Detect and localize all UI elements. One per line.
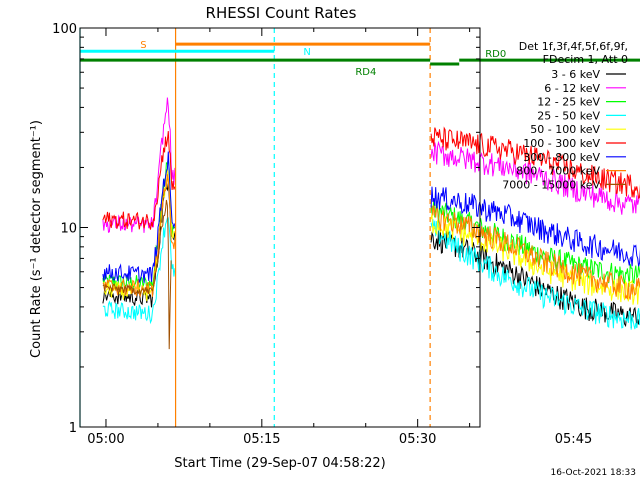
legend-entry-label: 300 - 800 keV [523, 151, 600, 164]
chart-title: RHESSI Count Rates [206, 4, 357, 22]
legend-entry-label: 800 - 7000 keV [516, 165, 600, 178]
footer-date: 16-Oct-2021 18:33 [551, 468, 636, 478]
series-line [431, 205, 640, 300]
legend-entry-label: 3 - 6 keV [551, 68, 600, 81]
series-line [430, 230, 640, 329]
series-line [102, 151, 176, 284]
y-axis-label: Count Rate (s⁻¹ detector segment⁻¹) [29, 120, 44, 358]
legend: Det 1f,3f,4f,5f,6f,9f, FDecim 1, Att 0 3… [502, 40, 628, 191]
flag-label: N [303, 47, 310, 58]
y-tick-label: 10 [60, 222, 77, 237]
series-line [430, 199, 640, 287]
legend-entry-label: 6 - 12 keV [544, 82, 600, 95]
series-line [102, 97, 176, 233]
series-line [430, 140, 640, 215]
series-layer [102, 97, 640, 350]
series-line [102, 174, 176, 298]
legend-header-line-2: FDecim 1, Att 0 [543, 53, 628, 66]
x-tick-label: 05:15 [243, 432, 280, 447]
legend-entry-label: 7000 - 15000 keV [502, 178, 600, 191]
legend-header-line-1: Det 1f,3f,4f,5f,6f,9f, [519, 40, 628, 53]
series-line [430, 126, 640, 200]
x-tick-label: 05:30 [399, 432, 436, 447]
series-line [102, 217, 176, 325]
legend-entry-label: 25 - 50 keV [537, 109, 600, 122]
x-axis-label: Start Time (29-Sep-07 04:58:22) [174, 456, 385, 471]
flag-label: RD0 [485, 49, 506, 60]
x-tick-label: 05:00 [87, 432, 124, 447]
legend-entry-label: 50 - 100 keV [530, 123, 600, 136]
axes-layer: 05:0005:1505:3005:4506:0006:1506:3011010… [52, 22, 592, 447]
flag-label: S [140, 40, 146, 51]
flag-label: RD4 [355, 67, 376, 78]
x-tick-label: 05:45 [555, 432, 592, 447]
series-line [430, 186, 640, 267]
series-line [430, 219, 640, 330]
y-tick-label: 100 [52, 22, 77, 37]
series-line [102, 199, 172, 350]
legend-entry-label: 100 - 300 keV [523, 137, 600, 150]
y-tick-label: 1 [69, 421, 77, 436]
legend-entry-label: 12 - 25 keV [537, 96, 600, 109]
series-line [102, 131, 176, 230]
